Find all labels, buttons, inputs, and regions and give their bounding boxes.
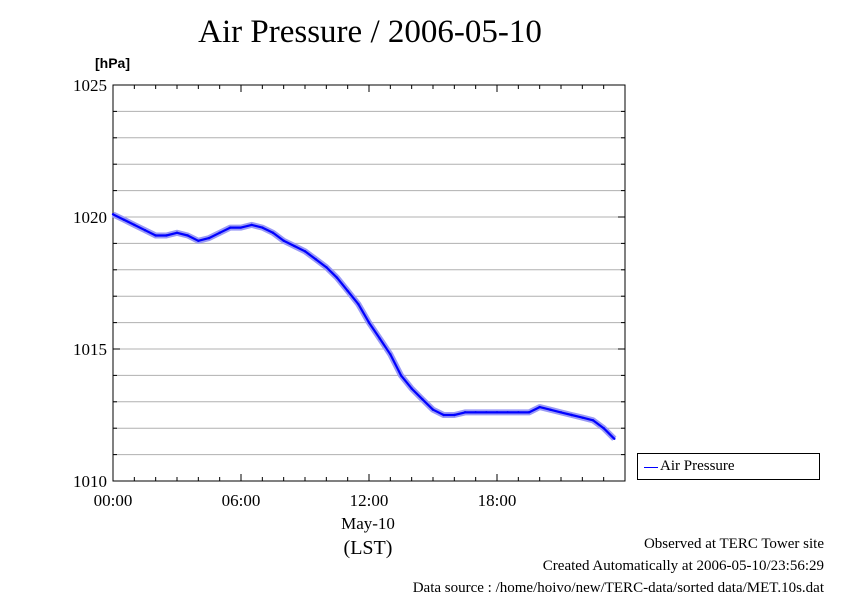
data-point [282, 239, 285, 242]
data-point [239, 226, 243, 229]
data-point [133, 223, 136, 227]
chart-title: Air Pressure / 2006-05-10 [198, 14, 542, 50]
footer-created-note: Created Automatically at 2006-05-10/23:5… [542, 558, 824, 574]
data-point [357, 302, 360, 306]
series-halo [111, 211, 617, 441]
legend-label: Air Pressure [660, 458, 735, 474]
legend-line-swatch-icon [644, 467, 658, 468]
data-point [559, 411, 563, 414]
data-point [346, 289, 349, 293]
data-point [335, 276, 339, 279]
data-point [485, 411, 488, 414]
data-point [271, 231, 275, 235]
data-point [591, 419, 595, 422]
data-point [570, 413, 573, 417]
data-point [165, 234, 168, 237]
data-point [143, 229, 147, 232]
data-point [122, 218, 125, 221]
data-point [527, 411, 531, 414]
data-point [229, 226, 232, 229]
series-line-air-pressure [112, 213, 616, 440]
data-point [463, 411, 467, 414]
data-point [111, 213, 115, 216]
x-axis-timezone-label: (LST) [343, 537, 393, 559]
data-point [154, 234, 157, 237]
data-point [442, 413, 445, 417]
data-point [175, 231, 179, 235]
data-point [399, 374, 403, 377]
data-point [261, 226, 264, 229]
footer-site-note: Observed at TERC Tower site [643, 536, 824, 552]
data-point [293, 244, 296, 248]
y-tick-label: 1010 [73, 472, 107, 491]
data-point [207, 236, 211, 240]
data-point [517, 411, 520, 414]
data-point [378, 337, 381, 340]
data-point [421, 397, 424, 401]
data-point [410, 387, 413, 390]
data-point [303, 250, 307, 253]
data-point [581, 416, 584, 419]
data-point [538, 405, 541, 409]
x-tick-label: 18:00 [478, 491, 517, 510]
y-tick-label: 1020 [73, 208, 107, 227]
data-point [602, 427, 605, 430]
x-tick-label: 12:00 [350, 491, 389, 510]
footer-data-source: Data source : /home/hoivo/new/TERC-data/… [412, 580, 824, 596]
y-tick-label: 1015 [73, 340, 107, 359]
plot-frame [112, 84, 626, 482]
data-point [314, 258, 317, 261]
data-point [431, 408, 435, 411]
legend: Air Pressure [637, 453, 820, 480]
x-axis-date-label: May-10 [341, 514, 395, 533]
data-point [453, 413, 456, 417]
data-point [250, 223, 253, 227]
y-axis-unit-label: [hPa] [95, 55, 130, 71]
data-point [325, 265, 328, 269]
y-tick-label: 1025 [73, 76, 107, 95]
data-point [474, 411, 477, 414]
data-point [613, 437, 616, 440]
data-point [506, 411, 509, 414]
data-point [549, 408, 552, 411]
x-tick-label: 06:00 [222, 491, 261, 510]
data-point [367, 321, 371, 324]
data-point [218, 231, 221, 235]
data-point [389, 353, 392, 356]
data-point [197, 239, 200, 242]
data-point [495, 411, 499, 414]
x-tick-label: 00:00 [94, 491, 133, 510]
data-point [186, 234, 189, 237]
